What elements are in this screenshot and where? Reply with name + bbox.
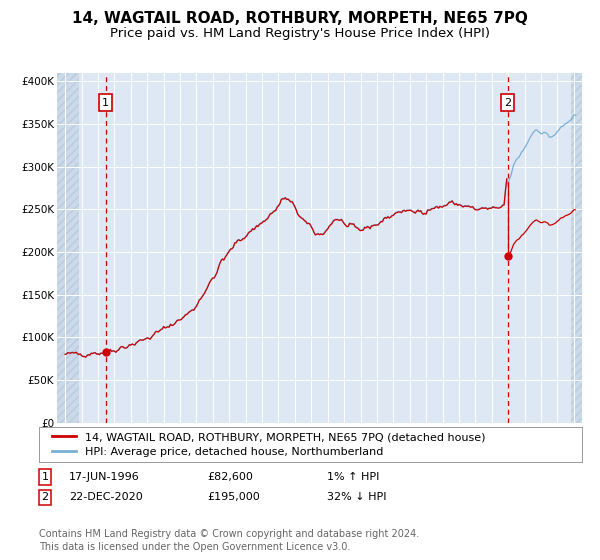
Text: 1% ↑ HPI: 1% ↑ HPI bbox=[327, 472, 379, 482]
Text: 22-DEC-2020: 22-DEC-2020 bbox=[69, 492, 143, 502]
Text: 17-JUN-1996: 17-JUN-1996 bbox=[69, 472, 140, 482]
Text: £82,600: £82,600 bbox=[207, 472, 253, 482]
Text: 32% ↓ HPI: 32% ↓ HPI bbox=[327, 492, 386, 502]
Text: 1: 1 bbox=[102, 97, 109, 108]
Text: £195,000: £195,000 bbox=[207, 492, 260, 502]
Text: Price paid vs. HM Land Registry's House Price Index (HPI): Price paid vs. HM Land Registry's House … bbox=[110, 27, 490, 40]
Text: 14, WAGTAIL ROAD, ROTHBURY, MORPETH, NE65 7PQ: 14, WAGTAIL ROAD, ROTHBURY, MORPETH, NE6… bbox=[72, 11, 528, 26]
Text: 2: 2 bbox=[41, 492, 49, 502]
Text: Contains HM Land Registry data © Crown copyright and database right 2024.
This d: Contains HM Land Registry data © Crown c… bbox=[39, 529, 419, 552]
Text: 2: 2 bbox=[504, 97, 511, 108]
Text: 1: 1 bbox=[41, 472, 49, 482]
Legend: 14, WAGTAIL ROAD, ROTHBURY, MORPETH, NE65 7PQ (detached house), HPI: Average pri: 14, WAGTAIL ROAD, ROTHBURY, MORPETH, NE6… bbox=[47, 428, 490, 461]
